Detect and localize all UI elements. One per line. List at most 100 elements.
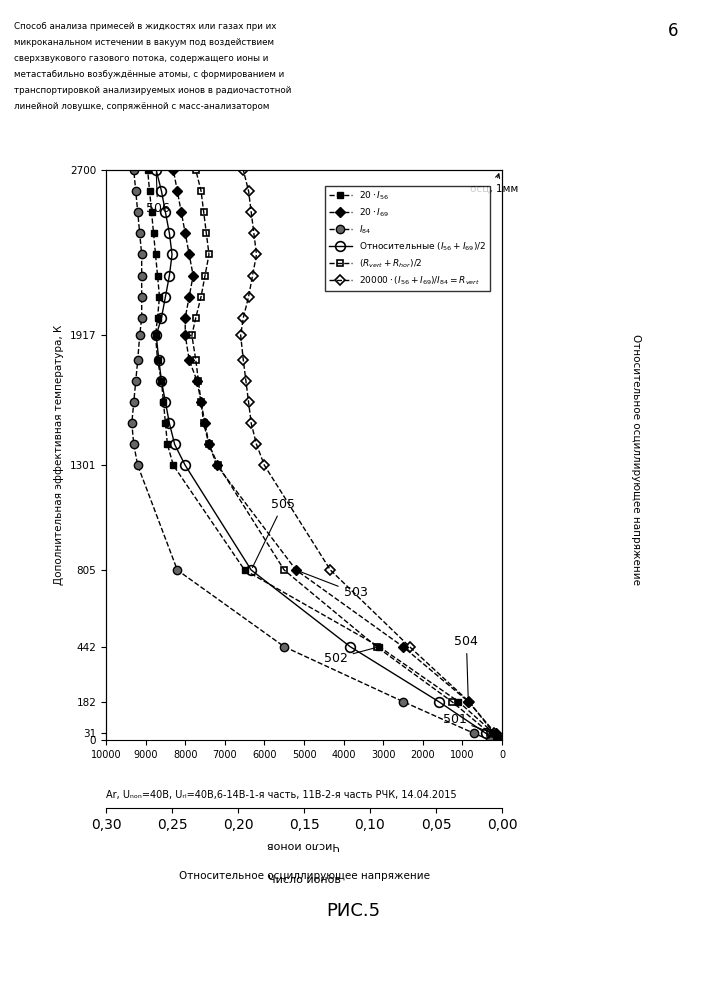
$I_{84}$	[280, 641, 288, 653]
$20 \cdot I_{56}$	[159, 396, 168, 408]
$20 \cdot I_{69}$	[169, 164, 177, 176]
Text: линейной ловушке, сопряжённой с масс-анализатором: линейной ловушке, сопряжённой с масс-ана…	[14, 102, 269, 111]
$I_{84}$	[173, 564, 182, 576]
$20 \cdot I_{69}$	[193, 375, 201, 387]
Line: $(R_{vert}+R_{hor})/2$: $(R_{vert}+R_{hor})/2$	[188, 167, 503, 743]
$I_{84}$	[399, 696, 407, 708]
$20 \cdot I_{69}$	[197, 396, 205, 408]
$I_{84}$	[486, 734, 494, 746]
Относительные $(I_{56}+I_{69})/2$	[493, 734, 502, 746]
Text: Ar, Uₙₒₙ=40В, Uᵣₗ=40В,6-14В-1-я часть, 11В-2-я часть РЧК, 14.04.2015: Ar, Uₙₒₙ=40В, Uᵣₗ=40В,6-14В-1-я часть, 1…	[106, 790, 457, 800]
$20000 \cdot (I_{56}+I_{69})/I_{84} = R_{vert}$	[239, 354, 247, 366]
$20 \cdot I_{69}$	[205, 438, 214, 450]
$20 \cdot I_{56}$	[454, 696, 462, 708]
$20 \cdot I_{56}$	[156, 291, 164, 303]
$20 \cdot I_{69}$	[181, 312, 189, 324]
$20 \cdot I_{69}$	[491, 727, 500, 739]
$20000 \cdot (I_{56}+I_{69})/I_{84} = R_{vert}$	[242, 375, 250, 387]
$20 \cdot I_{56}$	[169, 459, 177, 471]
Text: Число ионов: Число ионов	[267, 875, 341, 885]
$20 \cdot I_{56}$	[147, 206, 156, 218]
$I_{84}$	[137, 312, 146, 324]
$(R_{vert}+R_{hor})/2$	[199, 206, 208, 218]
$(R_{vert}+R_{hor})/2$	[197, 185, 205, 197]
$I_{84}$	[132, 185, 140, 197]
$20 \cdot I_{69}$	[495, 734, 503, 746]
Относительные $(I_{56}+I_{69})/2$	[157, 312, 165, 324]
Text: 505: 505	[252, 498, 295, 568]
Относительные $(I_{56}+I_{69})/2$	[165, 227, 174, 239]
$I_{84}$	[129, 438, 138, 450]
Line: $20 \cdot I_{69}$: $20 \cdot I_{69}$	[170, 167, 502, 743]
Text: 503: 503	[298, 571, 368, 599]
Line: $I_{84}$: $I_{84}$	[128, 166, 494, 744]
$20 \cdot I_{69}$	[173, 185, 182, 197]
$20 \cdot I_{69}$	[464, 696, 472, 708]
Text: 502: 502	[324, 647, 377, 665]
$20 \cdot I_{69}$	[189, 270, 197, 282]
$20 \cdot I_{56}$	[240, 564, 249, 576]
Text: 6: 6	[668, 22, 679, 40]
$20 \cdot I_{56}$	[149, 227, 158, 239]
$20000 \cdot (I_{56}+I_{69})/I_{84} = R_{vert}$	[252, 438, 261, 450]
$(R_{vert}+R_{hor})/2$	[201, 270, 209, 282]
$20 \cdot I_{69}$	[177, 206, 185, 218]
$20000 \cdot (I_{56}+I_{69})/I_{84} = R_{vert}$	[239, 164, 247, 176]
$20000 \cdot (I_{56}+I_{69})/I_{84} = R_{vert}$	[464, 696, 473, 708]
Относительные $(I_{56}+I_{69})/2$	[157, 375, 165, 387]
$20 \cdot I_{69}$	[185, 248, 194, 260]
$20 \cdot I_{56}$	[153, 270, 162, 282]
$(R_{vert}+R_{hor})/2$	[214, 459, 223, 471]
Относительные $(I_{56}+I_{69})/2$	[152, 329, 160, 341]
Text: РИС.5: РИС.5	[327, 902, 380, 920]
$20000 \cdot (I_{56}+I_{69})/I_{84} = R_{vert}$	[490, 727, 498, 739]
$20 \cdot I_{69}$	[399, 641, 407, 653]
$(R_{vert}+R_{hor})/2$	[205, 248, 214, 260]
$20 \cdot I_{56}$	[375, 641, 383, 653]
$(R_{vert}+R_{hor})/2$	[202, 227, 211, 239]
Text: Число ионов: Число ионов	[267, 840, 341, 850]
Относительные $(I_{56}+I_{69})/2$	[165, 417, 174, 429]
$20000 \cdot (I_{56}+I_{69})/I_{84} = R_{vert}$	[405, 641, 414, 653]
Y-axis label: Дополнительная эффективная температура, К: Дополнительная эффективная температура, …	[54, 325, 64, 585]
Text: осц, 1мм: осц, 1мм	[470, 174, 518, 193]
Text: транспортировкой анализируемых ионов в радиочастотной: транспортировкой анализируемых ионов в р…	[14, 86, 291, 95]
$(R_{vert}+R_{hor})/2$	[197, 291, 205, 303]
$20 \cdot I_{56}$	[153, 354, 162, 366]
$(R_{vert}+R_{hor})/2$	[194, 375, 203, 387]
$20 \cdot I_{69}$	[181, 227, 189, 239]
Text: 506: 506	[146, 173, 170, 215]
X-axis label: Относительное осциллирующее напряжение: Относительное осциллирующее напряжение	[178, 871, 430, 881]
$I_{84}$	[129, 396, 138, 408]
$I_{84}$	[134, 459, 142, 471]
$I_{84}$	[137, 291, 146, 303]
Относительные $(I_{56}+I_{69})/2$	[161, 206, 170, 218]
$20 \cdot I_{69}$	[213, 459, 221, 471]
$I_{84}$	[470, 727, 479, 739]
$20000 \cdot (I_{56}+I_{69})/I_{84} = R_{vert}$	[248, 270, 257, 282]
Legend: $20 \cdot I_{56}$, $20 \cdot I_{69}$, $I_{84}$, Относительные $(I_{56}+I_{69})/2: $20 \cdot I_{56}$, $20 \cdot I_{69}$, $I…	[325, 186, 489, 291]
$I_{84}$	[136, 227, 144, 239]
Относительные $(I_{56}+I_{69})/2$	[165, 270, 174, 282]
$20000 \cdot (I_{56}+I_{69})/I_{84} = R_{vert}$	[239, 312, 247, 324]
$20 \cdot I_{56}$	[146, 185, 154, 197]
Относительные $(I_{56}+I_{69})/2$	[346, 641, 354, 653]
Text: метастабильно возбуждённые атомы, с формированием и: метастабильно возбуждённые атомы, с форм…	[14, 70, 284, 79]
$(R_{vert}+R_{hor})/2$	[199, 417, 208, 429]
$(R_{vert}+R_{hor})/2$	[197, 396, 205, 408]
$20 \cdot I_{56}$	[493, 734, 502, 746]
Относительные $(I_{56}+I_{69})/2$	[181, 459, 189, 471]
$(R_{vert}+R_{hor})/2$	[448, 696, 456, 708]
Относительные $(I_{56}+I_{69})/2$	[482, 727, 491, 739]
$20 \cdot I_{56}$	[157, 375, 165, 387]
$I_{84}$	[136, 329, 144, 341]
$20 \cdot I_{56}$	[144, 164, 152, 176]
$20 \cdot I_{69}$	[185, 354, 194, 366]
$20000 \cdot (I_{56}+I_{69})/I_{84} = R_{vert}$	[252, 248, 261, 260]
Text: Способ анализа примесей в жидкостях или газах при их: Способ анализа примесей в жидкостях или …	[14, 22, 276, 31]
$(R_{vert}+R_{hor})/2$	[192, 312, 200, 324]
$I_{84}$	[127, 417, 136, 429]
$20 \cdot I_{56}$	[161, 417, 170, 429]
$20000 \cdot (I_{56}+I_{69})/I_{84} = R_{vert}$	[245, 291, 253, 303]
Относительные $(I_{56}+I_{69})/2$	[247, 564, 255, 576]
